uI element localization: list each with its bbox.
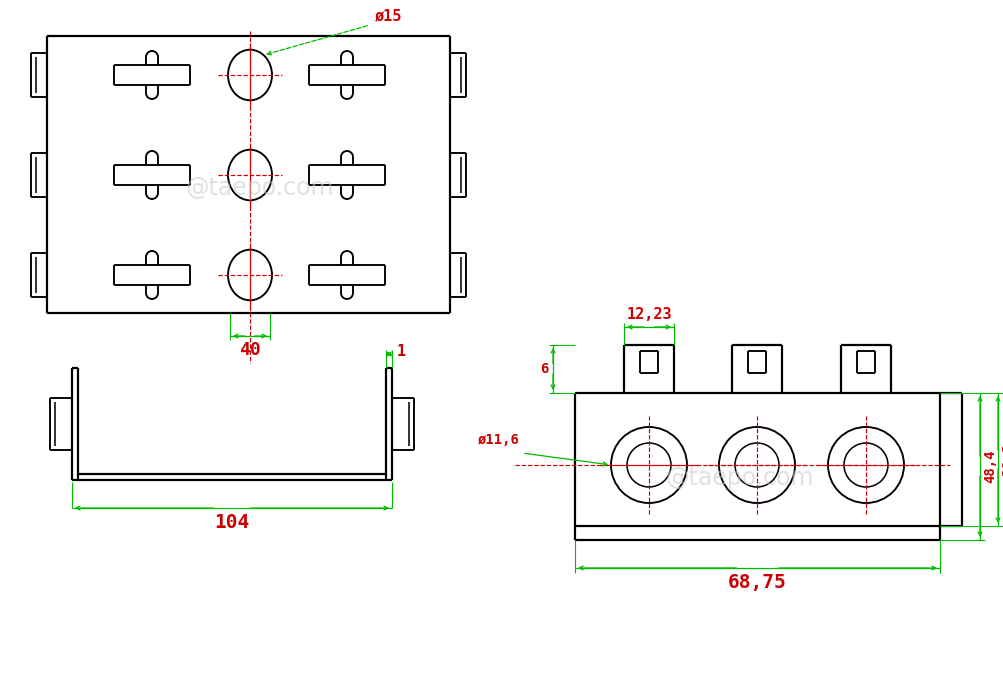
Text: 104: 104: [215, 513, 250, 532]
Text: @taepo.com: @taepo.com: [186, 176, 334, 200]
Text: 12,23: 12,23: [626, 307, 671, 322]
Text: ø11,6: ø11,6: [477, 433, 520, 447]
Text: 6: 6: [540, 362, 549, 376]
Text: 1: 1: [396, 344, 406, 359]
Text: 28,3: 28,3: [1000, 443, 1003, 476]
Text: @taepo.com: @taepo.com: [665, 466, 813, 490]
Text: 48,4: 48,4: [982, 450, 996, 483]
Text: 68,75: 68,75: [727, 573, 786, 592]
Text: ø15: ø15: [375, 8, 402, 23]
Text: 40: 40: [239, 341, 261, 359]
